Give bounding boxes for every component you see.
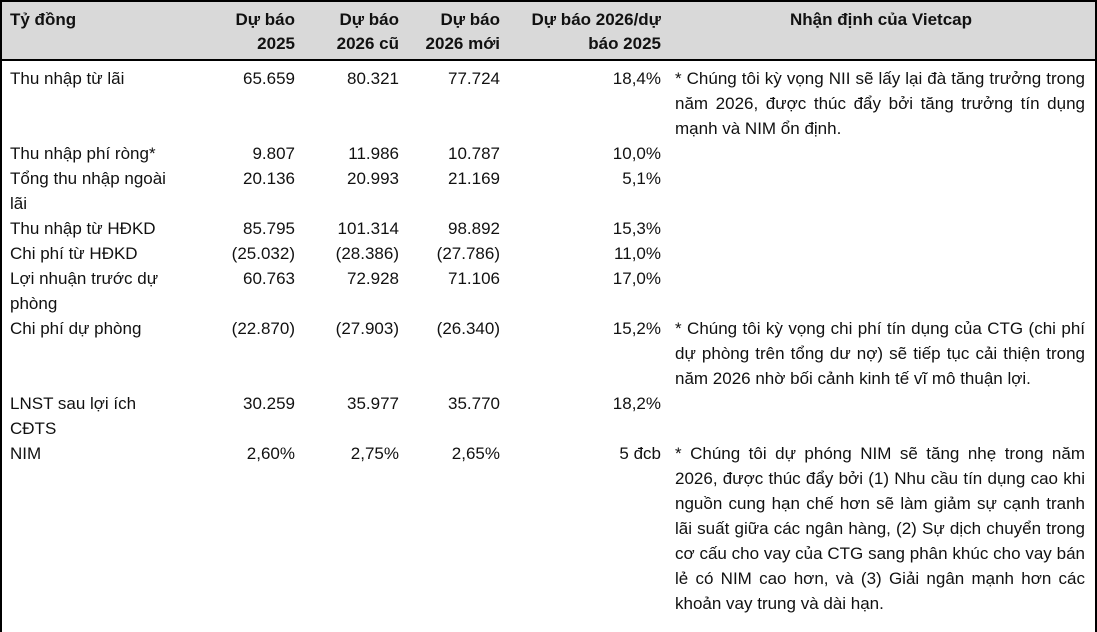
row-note	[663, 241, 1095, 266]
value-forecast-2026-old: (27.903)	[335, 319, 399, 338]
table-row: Chi phí từ HĐKD (25.032) (28.386) (27.78…	[2, 241, 1095, 266]
row-label: Chi phí từ HĐKD	[10, 244, 138, 263]
value-forecast-2025: 20.136	[243, 169, 295, 188]
value-forecast-2026-new: 21.169	[448, 169, 500, 188]
row-note	[663, 216, 1095, 241]
table-row: Thu nhập từ lãi 65.659 80.321 77.724 18,…	[2, 60, 1095, 141]
row-label: Thu nhập từ lãi	[10, 69, 125, 88]
value-forecast-2026-new: 77.724	[448, 69, 500, 88]
forecast-table: Tỷ đồng Dự báo 2025 Dự báo 2026 cũ Dự bá…	[2, 0, 1095, 616]
col-header-change: Dự báo 2026/dự báo 2025	[502, 0, 663, 61]
value-change: 5 đcb	[619, 444, 661, 463]
value-forecast-2026-old: 20.993	[347, 169, 399, 188]
row-note	[663, 141, 1095, 166]
row-note	[663, 166, 1095, 216]
row-note: * Chúng tôi kỳ vọng chi phí tín dụng của…	[675, 319, 1085, 388]
unit-header-cell: Tỷ đồng	[2, 0, 178, 61]
value-forecast-2025: 60.763	[243, 269, 295, 288]
row-note	[663, 266, 1095, 316]
value-forecast-2026-old: 11.986	[348, 144, 399, 163]
value-forecast-2026-old: 72.928	[347, 269, 399, 288]
value-forecast-2026-new: 71.106	[448, 269, 500, 288]
value-forecast-2026-new: 35.770	[448, 394, 500, 413]
value-forecast-2025: (22.870)	[231, 319, 295, 338]
value-forecast-2026-old: (28.386)	[335, 244, 399, 263]
value-forecast-2026-new: 2,65%	[451, 444, 500, 463]
table-row: Thu nhập phí ròng* 9.807 11.986 10.787 1…	[2, 141, 1095, 166]
value-forecast-2026-old: 2,75%	[350, 444, 399, 463]
header-row: Tỷ đồng Dự báo 2025 Dự báo 2026 cũ Dự bá…	[2, 0, 1095, 61]
row-label: LNST sau lợi ích CĐTS	[10, 394, 137, 438]
row-label: Tổng thu nhập ngoài lãi	[10, 169, 166, 213]
table-row: Thu nhập từ HĐKD 85.795 101.314 98.892 1…	[2, 216, 1095, 241]
value-forecast-2025: 30.259	[243, 394, 295, 413]
value-change: 18,4%	[612, 69, 661, 88]
value-change: 11,0%	[614, 244, 661, 263]
col-header-forecast-2026-old: Dự báo 2026 cũ	[297, 0, 401, 61]
row-note	[663, 391, 1095, 441]
value-forecast-2025: 65.659	[243, 69, 295, 88]
value-forecast-2026-new: 10.787	[448, 144, 500, 163]
col-header-forecast-2026-new: Dự báo 2026 mới	[401, 0, 502, 61]
value-forecast-2025: (25.032)	[231, 244, 295, 263]
table-row: Tổng thu nhập ngoài lãi 20.136 20.993 21…	[2, 166, 1095, 216]
row-note: * Chúng tôi dự phóng NIM sẽ tăng nhẹ tro…	[675, 444, 1085, 613]
value-change: 5,1%	[622, 169, 661, 188]
value-forecast-2026-old: 80.321	[347, 69, 399, 88]
value-forecast-2026-new: 98.892	[448, 219, 500, 238]
value-forecast-2025: 85.795	[243, 219, 295, 238]
value-forecast-2025: 9.807	[252, 144, 295, 163]
value-change: 15,3%	[612, 219, 661, 238]
value-change: 15,2%	[612, 319, 661, 338]
notes-header-cell: Nhận định của Vietcap	[663, 0, 1095, 61]
value-forecast-2025: 2,60%	[246, 444, 295, 463]
value-change: 10,0%	[612, 144, 661, 163]
row-label: Thu nhập phí ròng*	[10, 144, 156, 163]
row-label: Chi phí dự phòng	[10, 319, 142, 338]
value-forecast-2026-old: 35.977	[347, 394, 399, 413]
value-forecast-2026-old: 101.314	[337, 219, 399, 238]
row-note: * Chúng tôi kỳ vọng NII sẽ lấy lại đà tă…	[675, 69, 1085, 138]
row-label: Thu nhập từ HĐKD	[10, 219, 156, 238]
table-row: NIM 2,60% 2,75% 2,65% 5 đcb * Chúng tôi …	[2, 441, 1095, 616]
row-label: NIM	[10, 444, 42, 463]
value-change: 18,2%	[612, 394, 661, 413]
value-change: 17,0%	[612, 269, 661, 288]
value-forecast-2026-new: (26.340)	[436, 319, 500, 338]
table-row: LNST sau lợi ích CĐTS 30.259 35.977 35.7…	[2, 391, 1095, 441]
col-header-forecast-2025: Dự báo 2025	[178, 0, 297, 61]
value-forecast-2026-new: (27.786)	[436, 244, 500, 263]
table-row: Chi phí dự phòng (22.870) (27.903) (26.3…	[2, 316, 1095, 391]
table-row: Lợi nhuận trước dự phòng 60.763 72.928 7…	[2, 266, 1095, 316]
row-label: Lợi nhuận trước dự phòng	[10, 269, 159, 313]
